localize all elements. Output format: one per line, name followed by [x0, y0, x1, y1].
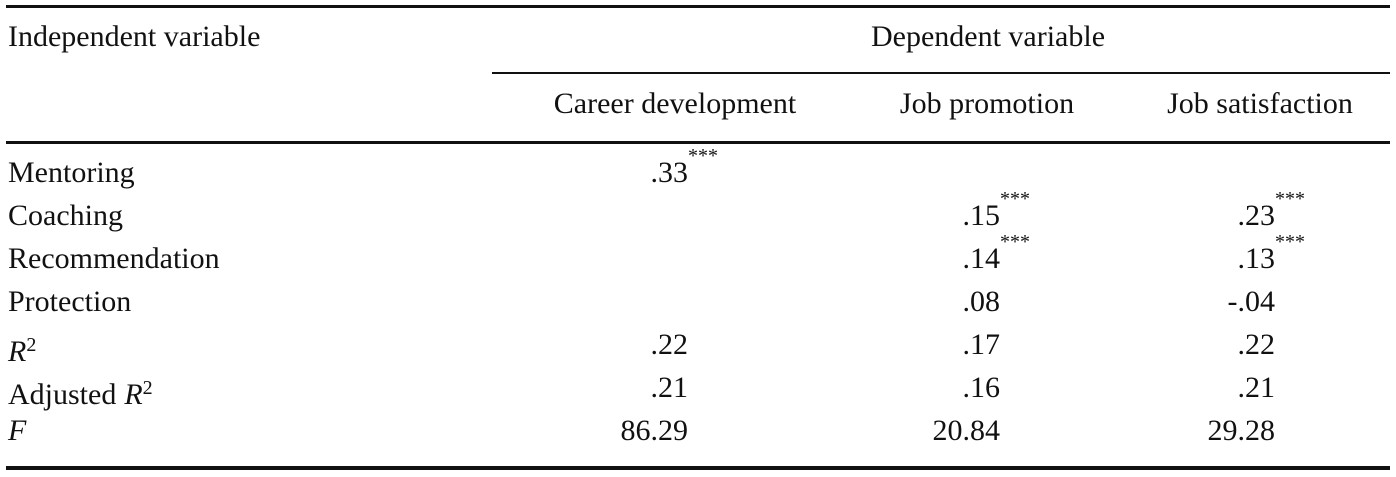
cell-value: .17	[962, 328, 1001, 361]
cell: .21	[1075, 370, 1276, 406]
cell: .13 ***	[1075, 232, 1306, 277]
row-label: R2	[8, 327, 37, 368]
cell: .16	[800, 370, 1001, 406]
row-label-superscript: 2	[26, 334, 37, 356]
cell: .23 ***	[1075, 189, 1306, 234]
cell-value: .22	[650, 328, 689, 361]
row-label: Coaching	[8, 198, 123, 234]
cell-value: 86.29	[620, 414, 689, 447]
significance: ***	[1275, 231, 1305, 253]
cell-value: .13	[1237, 242, 1276, 275]
cell-value: .22	[1237, 328, 1276, 361]
top-rule	[6, 5, 1390, 8]
cell-value: .21	[650, 371, 689, 404]
row-label-text: Adjusted	[8, 378, 117, 411]
cell-value: 20.84	[932, 414, 1001, 447]
row-label-symbol: R	[124, 378, 143, 411]
row-label-superscript: 2	[142, 377, 153, 399]
header-independent: Independent variable	[8, 20, 261, 53]
column-header: Job satisfaction	[1167, 87, 1353, 120]
row-label: Recommendation	[8, 241, 220, 277]
cell-value: .33	[650, 156, 689, 189]
cell-value: .16	[962, 371, 1001, 404]
cell-value: .14	[962, 242, 1001, 275]
row-label: Mentoring	[8, 155, 135, 191]
cell: .21	[488, 370, 689, 406]
row-label-symbol: F	[8, 414, 27, 447]
significance: ***	[688, 145, 718, 167]
row-label-symbol: R	[8, 335, 27, 368]
row-label: F	[8, 413, 26, 449]
row-label: Protection	[8, 284, 131, 320]
cell-value: .23	[1237, 199, 1276, 232]
header-rule	[6, 141, 1390, 144]
row-label-text: Mentoring	[8, 156, 135, 189]
cell: .15 ***	[800, 189, 1031, 234]
cell: .22	[488, 327, 689, 363]
cell: .17	[800, 327, 1001, 363]
cell-value: 29.28	[1207, 414, 1276, 447]
row-label-text: Recommendation	[8, 242, 220, 275]
cell: .08	[800, 284, 1001, 320]
cell: .33 ***	[488, 146, 719, 191]
header-dependent: Dependent variable	[870, 20, 1106, 53]
significance: ***	[1275, 188, 1305, 210]
cell-value: .21	[1237, 371, 1276, 404]
significance: ***	[1000, 231, 1030, 253]
bottom-rule	[6, 466, 1390, 470]
cell: 29.28	[1075, 413, 1276, 449]
cell: 86.29	[488, 413, 689, 449]
cell: 20.84	[800, 413, 1001, 449]
cell-value: -.04	[1227, 285, 1276, 318]
row-label-text: Protection	[8, 285, 132, 318]
cell-value: .15	[962, 199, 1001, 232]
cell: .22	[1075, 327, 1276, 363]
column-header: Career development	[553, 87, 797, 120]
cell: .14 ***	[800, 232, 1031, 277]
row-label: Adjusted R2	[8, 370, 153, 411]
row-label-text: Coaching	[8, 199, 123, 232]
cell-value: .08	[962, 285, 1001, 318]
significance: ***	[1000, 188, 1030, 210]
group-rule	[492, 72, 1390, 74]
cell: -.04	[1075, 284, 1276, 320]
column-header: Job promotion	[899, 87, 1075, 120]
